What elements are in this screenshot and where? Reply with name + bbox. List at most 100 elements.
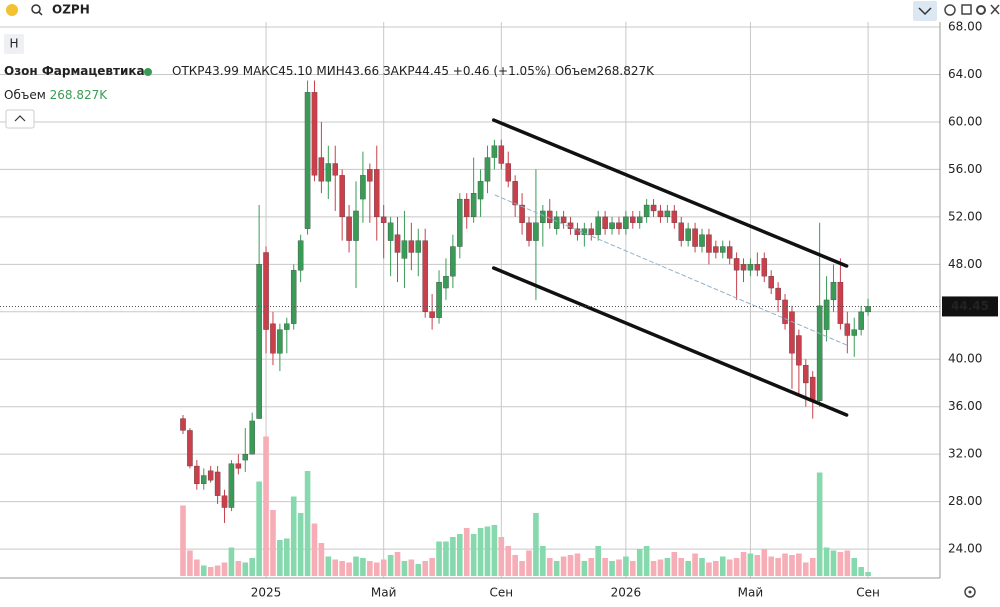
dropdown[interactable] [913,1,937,21]
legend-ohlc: ОТКР43.99 МАКС45.10 МИН43.66 ЗАКР44.45 +… [172,64,654,78]
open-value: 43.99 [204,64,239,78]
collapse-arrow [14,115,26,122]
candle-body [270,323,276,354]
last-price-label: 44.45 [951,299,989,313]
candle-body [837,281,844,324]
volume-bar [768,556,774,576]
icon-close[interactable] [990,4,1000,15]
candle-body [761,258,768,277]
candle-body [394,234,401,253]
volume-bar [491,525,498,576]
volume-bar [533,513,539,576]
y-tick-label: 36.00 [948,399,982,413]
channel-line [494,194,848,346]
volume-bar [636,549,643,576]
volume-bar [616,559,622,576]
candle-body [443,276,449,289]
candle-body [332,163,338,176]
search-icon[interactable] [31,4,41,14]
candle-body [526,222,532,241]
candle-body [823,299,830,330]
candle-body [809,376,816,401]
volume-bar [574,553,581,576]
axes: 24.0028.0032.0036.0040.0044.0048.0052.00… [251,20,998,600]
collapse-button[interactable] [5,109,35,129]
volume-bar [484,526,491,576]
candle-body [470,192,477,218]
candle-body [754,264,761,271]
candle-body [630,216,636,223]
volume-bar [560,556,567,576]
volume-bar [242,562,249,576]
candle-body [436,281,442,318]
candle-body [616,222,622,229]
volume-bar [463,528,470,576]
x-tick-label: 2025 [251,586,282,600]
close-value: 44.45 [414,64,449,78]
candle-body [816,305,823,401]
x-tick-label: Май [738,586,764,600]
candle-body [733,258,740,271]
y-tick-label: 32.00 [948,447,982,461]
candle-body [491,145,498,158]
candle-body [450,246,456,277]
y-tick-label: 64.00 [948,67,982,81]
candle-body [851,329,857,336]
volume-bar [422,561,428,576]
volume-bar [228,547,235,576]
volume-bar [187,550,193,576]
volume-bar [692,553,698,576]
last-price-tag [942,296,998,317]
volume-bar [505,546,512,576]
high-value: 45.10 [278,64,313,78]
volume-bar [249,558,255,576]
candle-body [415,240,422,253]
x-tick-label: Сен [490,586,514,600]
volume-bar [221,562,228,576]
volume-bar [436,541,442,576]
candle-body [339,175,345,218]
candle-body [187,430,193,467]
icon-search[interactable] [944,4,956,16]
status-dot [144,68,152,76]
candle-body [422,240,428,312]
candle-body [796,335,802,366]
volume-bar [457,534,463,576]
volume-bar [816,472,823,576]
candle-body [650,204,657,212]
volume-bar [809,558,816,576]
icon-window[interactable] [961,4,972,15]
volume-bar [657,559,664,576]
volume-bar [830,550,837,576]
interval-button[interactable]: Н [9,37,18,51]
volume-bar [443,541,449,576]
candle-body [429,311,435,318]
volume-bar [685,561,691,576]
candle-body [602,216,608,229]
candle-body [830,281,837,301]
volume-bar [526,550,532,576]
volume-bar [630,561,636,576]
candle-body [588,228,595,235]
time-axis-bg [0,578,940,607]
volume-legend-label: Объем [4,88,46,102]
candle-body [560,216,567,223]
search-text[interactable]: OZPH [52,3,90,17]
candle-body [290,270,297,324]
candle-body [726,246,733,259]
high-label: МАКС [242,64,279,78]
axis-settings[interactable] [964,586,976,598]
x-tick-label: Сен [856,586,880,600]
interval-button-bg[interactable] [4,34,24,54]
candle-body [360,175,366,200]
dropdown-arrow [918,7,932,16]
candle-body [775,287,781,301]
candle-body [713,246,719,253]
volume-bar [782,553,788,576]
icon-settings[interactable] [976,5,986,15]
y-tick-label: 68.00 [948,20,982,34]
logo [6,4,18,16]
volume-bar [270,510,276,576]
volume-bar [429,558,435,576]
low-value: 43.66 [344,64,380,78]
